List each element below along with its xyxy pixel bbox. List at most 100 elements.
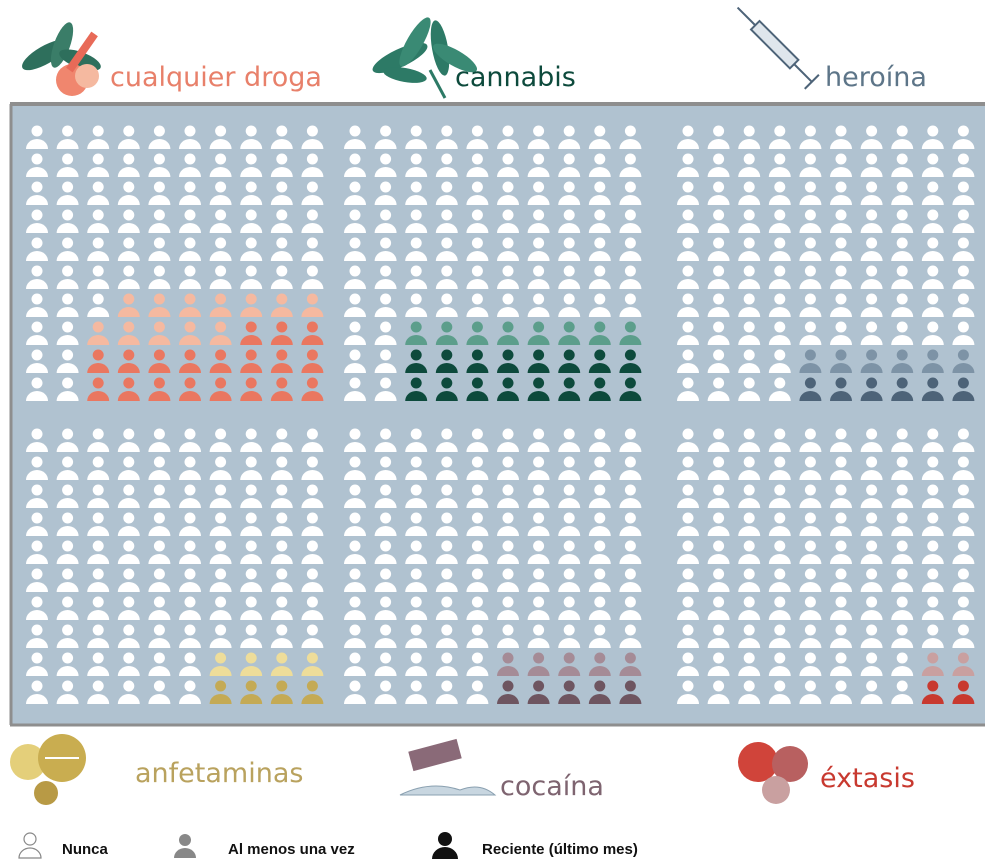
person-icon: [301, 540, 324, 564]
person-icon: [768, 293, 791, 317]
person-head: [410, 377, 422, 389]
person-icon: [952, 456, 975, 480]
person-body: [240, 335, 263, 345]
person-body: [497, 335, 519, 345]
person-body: [405, 391, 428, 401]
person-head: [245, 377, 257, 389]
person-body: [374, 139, 397, 149]
person-body: [117, 582, 140, 592]
person-head: [410, 540, 422, 552]
person-icon: [768, 680, 791, 704]
icon-cannabis: [372, 17, 478, 99]
person-body: [26, 279, 48, 289]
person-body: [374, 554, 397, 564]
person-icon: [405, 321, 428, 345]
person-head: [502, 624, 514, 636]
person-icon: [799, 321, 822, 345]
person-icon: [527, 512, 550, 536]
person-head: [441, 540, 453, 552]
person-head: [713, 181, 725, 193]
person-head: [441, 349, 453, 361]
person-body: [270, 335, 293, 345]
person-head: [349, 652, 361, 664]
person-icon: [344, 624, 366, 648]
person-body: [952, 167, 975, 177]
person-body: [619, 363, 642, 373]
person-icon: [588, 153, 611, 177]
person-body: [56, 498, 79, 508]
person-head: [682, 428, 694, 440]
person-head: [31, 153, 43, 165]
person-head: [835, 293, 847, 305]
person-head: [153, 596, 165, 608]
person-icon: [56, 652, 79, 676]
person-body: [344, 638, 366, 648]
person-head: [957, 652, 969, 664]
person-icon: [435, 265, 458, 289]
person-body: [240, 222, 263, 233]
person-icon: [707, 153, 730, 177]
person-head: [471, 321, 483, 333]
person-body: [768, 470, 791, 480]
person-head: [245, 125, 257, 137]
person-body: [677, 638, 699, 648]
person-body: [435, 363, 458, 373]
person-body: [405, 582, 428, 592]
person-head: [957, 568, 969, 580]
person-body: [619, 335, 642, 345]
person-body: [270, 251, 293, 261]
person-icon: [56, 680, 79, 704]
person-head: [306, 265, 318, 277]
person-icon: [435, 293, 458, 317]
person-body: [497, 391, 519, 401]
person-body: [497, 223, 519, 233]
person-head: [441, 428, 453, 440]
person-head: [835, 484, 847, 496]
person-head: [471, 265, 483, 277]
person-head: [804, 680, 816, 692]
person-icon: [707, 680, 730, 704]
person-body: [374, 167, 397, 177]
person-body: [891, 335, 914, 345]
person-icon: [209, 377, 232, 401]
person-icon: [891, 125, 914, 149]
person-head: [184, 265, 196, 277]
person-head: [380, 293, 392, 305]
person-body: [952, 442, 975, 452]
person-body: [466, 195, 489, 205]
person-icon: [952, 680, 975, 704]
person-icon: [588, 596, 611, 620]
person-icon: [344, 377, 366, 401]
person-head: [927, 209, 939, 221]
person-body: [738, 223, 761, 233]
person-head: [624, 237, 636, 249]
person-icon: [179, 377, 201, 401]
person-body: [344, 554, 366, 564]
person-icon: [26, 153, 48, 177]
person-body: [148, 307, 171, 317]
person-body: [799, 167, 822, 177]
person-icon: [117, 456, 140, 480]
person-head: [713, 153, 725, 165]
person-body: [768, 582, 791, 592]
person-icon: [952, 293, 975, 317]
person-icon: [738, 349, 761, 373]
person-icon: [209, 540, 232, 564]
person-icon: [344, 456, 366, 480]
person-body: [405, 251, 428, 261]
person-head: [92, 456, 104, 468]
person-icon: [466, 540, 489, 564]
person-body: [56, 139, 79, 149]
person-icon: [768, 484, 791, 508]
person-body: [344, 251, 366, 261]
person-icon: [117, 377, 140, 401]
person-icon: [952, 153, 975, 177]
person-head: [957, 181, 969, 193]
person-body: [830, 139, 852, 149]
person-head: [276, 652, 288, 664]
person-icon: [148, 293, 171, 317]
person-icon: [56, 377, 79, 401]
person-body: [466, 279, 489, 289]
person-icon: [860, 237, 883, 261]
person-icon: [799, 428, 822, 452]
